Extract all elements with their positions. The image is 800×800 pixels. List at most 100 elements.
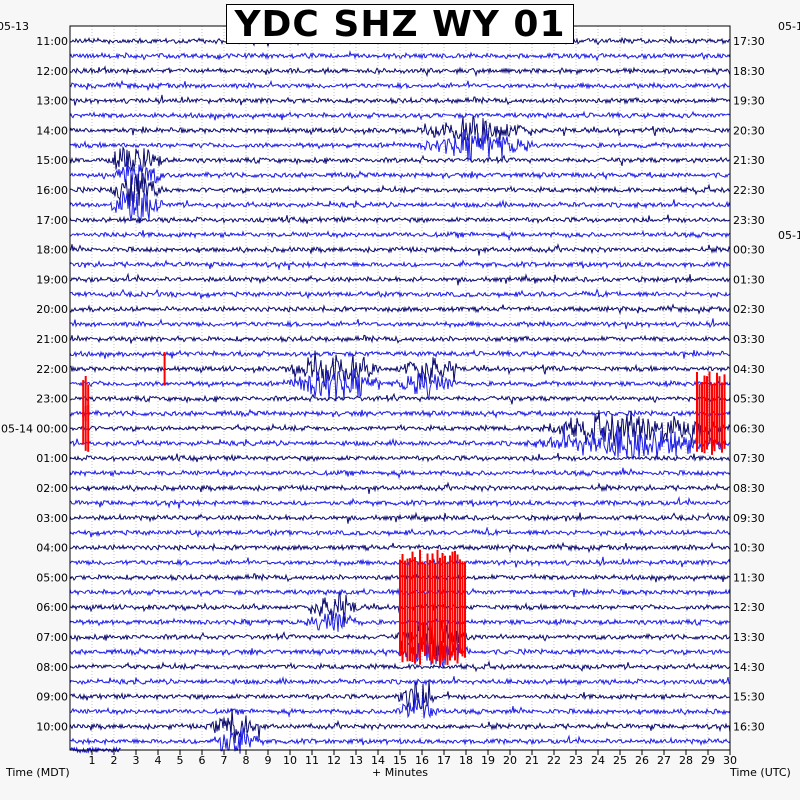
seismic-trace bbox=[69, 481, 731, 494]
hour-label-left: 06:00 bbox=[36, 601, 68, 614]
x-tick-label: 1 bbox=[89, 754, 96, 767]
x-tick-label: 15 bbox=[393, 754, 407, 767]
seismic-trace bbox=[69, 214, 731, 225]
hour-label-left: 18:00 bbox=[36, 244, 68, 257]
hour-label-left: 16:00 bbox=[36, 184, 68, 197]
seismic-trace bbox=[69, 94, 731, 106]
hour-label-left: 07:00 bbox=[36, 631, 68, 644]
seismic-trace bbox=[69, 526, 731, 538]
hour-label-left: 22:00 bbox=[36, 363, 68, 376]
hour-label-left: 17:00 bbox=[36, 214, 68, 227]
x-tick-label: 21 bbox=[525, 754, 539, 767]
x-tick-label: 26 bbox=[635, 754, 649, 767]
seismic-trace bbox=[69, 242, 731, 256]
x-tick-label: 20 bbox=[503, 754, 517, 767]
x-tick-label: 13 bbox=[349, 754, 363, 767]
seismic-trace bbox=[69, 660, 731, 673]
x-tick-label: 10 bbox=[283, 754, 297, 767]
x-tick-label: 5 bbox=[177, 754, 184, 767]
seismic-trace bbox=[69, 467, 731, 480]
x-tick-label: 3 bbox=[133, 754, 140, 767]
date-label-right: 05-1 bbox=[778, 20, 800, 33]
seismic-trace bbox=[69, 348, 731, 359]
hour-label-right: 04:30 bbox=[733, 363, 765, 376]
x-ticks bbox=[91, 750, 731, 755]
hour-label-left: 04:00 bbox=[36, 542, 68, 555]
hour-label-left: 10:00 bbox=[36, 720, 68, 733]
hour-label-left: 19:00 bbox=[36, 273, 68, 286]
x-tick-label: 24 bbox=[591, 754, 605, 767]
hour-label-right: 00:30 bbox=[733, 244, 765, 257]
x-tick-label: 2 bbox=[111, 754, 118, 767]
x-tick-label: 7 bbox=[221, 754, 228, 767]
hour-label-left: 01:00 bbox=[36, 452, 68, 465]
seismic-trace bbox=[69, 726, 731, 754]
hour-label-right: 16:30 bbox=[733, 720, 765, 733]
seismic-trace bbox=[69, 452, 731, 463]
seismic-trace bbox=[69, 511, 731, 524]
seismic-trace bbox=[69, 350, 731, 388]
hour-label-right: 14:30 bbox=[733, 661, 765, 674]
hour-label-right: 09:30 bbox=[733, 512, 765, 525]
seismic-trace bbox=[69, 161, 731, 194]
x-tick-label: 12 bbox=[327, 754, 341, 767]
hour-label-left: 21:00 bbox=[36, 333, 68, 346]
seismic-trace bbox=[69, 318, 731, 330]
chart-title: YDC SHZ WY 01 bbox=[234, 3, 566, 45]
hour-label-right: 13:30 bbox=[733, 631, 765, 644]
seismic-trace bbox=[69, 128, 731, 162]
x-tick-label: 18 bbox=[459, 754, 473, 767]
x-tick-label: 28 bbox=[679, 754, 693, 767]
seismic-trace bbox=[69, 675, 731, 687]
hour-label-right: 17:30 bbox=[733, 35, 765, 48]
hour-label-left: 09:00 bbox=[36, 691, 68, 704]
hour-label-right: 12:30 bbox=[733, 601, 765, 614]
x-tick-label: 25 bbox=[613, 754, 627, 767]
seismic-trace bbox=[69, 272, 731, 286]
x-tick-label: 19 bbox=[481, 754, 495, 767]
seismic-trace bbox=[69, 496, 731, 509]
seismic-trace bbox=[69, 334, 731, 344]
seismic-trace bbox=[69, 230, 731, 242]
hour-label-right: 18:30 bbox=[733, 65, 765, 78]
hour-label-right: 05:30 bbox=[733, 393, 765, 406]
hour-label-left: 20:00 bbox=[36, 303, 68, 316]
chart-title-box: YDC SHZ WY 01 bbox=[226, 3, 574, 45]
hour-label-right: 06:30 bbox=[733, 422, 765, 435]
x-tick-label: 11 bbox=[305, 754, 319, 767]
x-tick-label: 29 bbox=[701, 754, 715, 767]
seismic-trace bbox=[69, 424, 731, 460]
hour-label-right: 07:30 bbox=[733, 452, 765, 465]
hour-label-right: 15:30 bbox=[733, 691, 765, 704]
hour-label-right: 20:30 bbox=[733, 124, 765, 137]
date-label-right: 05-1 bbox=[778, 229, 800, 242]
x-tick-label: 30 bbox=[723, 754, 737, 767]
seismic-trace bbox=[69, 79, 730, 92]
x-tick-label: 16 bbox=[415, 754, 429, 767]
seismic-trace bbox=[69, 408, 731, 419]
hour-label-left: 03:00 bbox=[36, 512, 68, 525]
seismic-trace bbox=[69, 288, 731, 300]
hour-label-right: 11:30 bbox=[733, 571, 765, 584]
hour-label-left: 00:00 bbox=[36, 422, 68, 435]
hour-label-left: 02:00 bbox=[36, 482, 68, 495]
seismic-trace bbox=[69, 116, 731, 148]
x-tick-label: 23 bbox=[569, 754, 583, 767]
x-tick-label: 22 bbox=[547, 754, 561, 767]
x-tick-label: 4 bbox=[155, 754, 162, 767]
seismic-trace bbox=[69, 173, 731, 207]
x-tick-label: 9 bbox=[265, 754, 272, 767]
x-tick-label: 8 bbox=[243, 754, 250, 767]
hour-label-right: 03:30 bbox=[733, 333, 765, 346]
hour-label-left: 23:00 bbox=[36, 393, 68, 406]
x-tick-label: 6 bbox=[199, 754, 206, 767]
hour-label-right: 23:30 bbox=[733, 214, 765, 227]
left-axis-label: Time (MDT) bbox=[6, 766, 70, 779]
clipped-segments bbox=[82, 352, 726, 665]
hour-label-left: 05:00 bbox=[36, 571, 68, 584]
seismic-trace bbox=[69, 303, 731, 315]
seismic-trace bbox=[69, 541, 731, 554]
date-label-left: 05-14 bbox=[1, 422, 33, 435]
